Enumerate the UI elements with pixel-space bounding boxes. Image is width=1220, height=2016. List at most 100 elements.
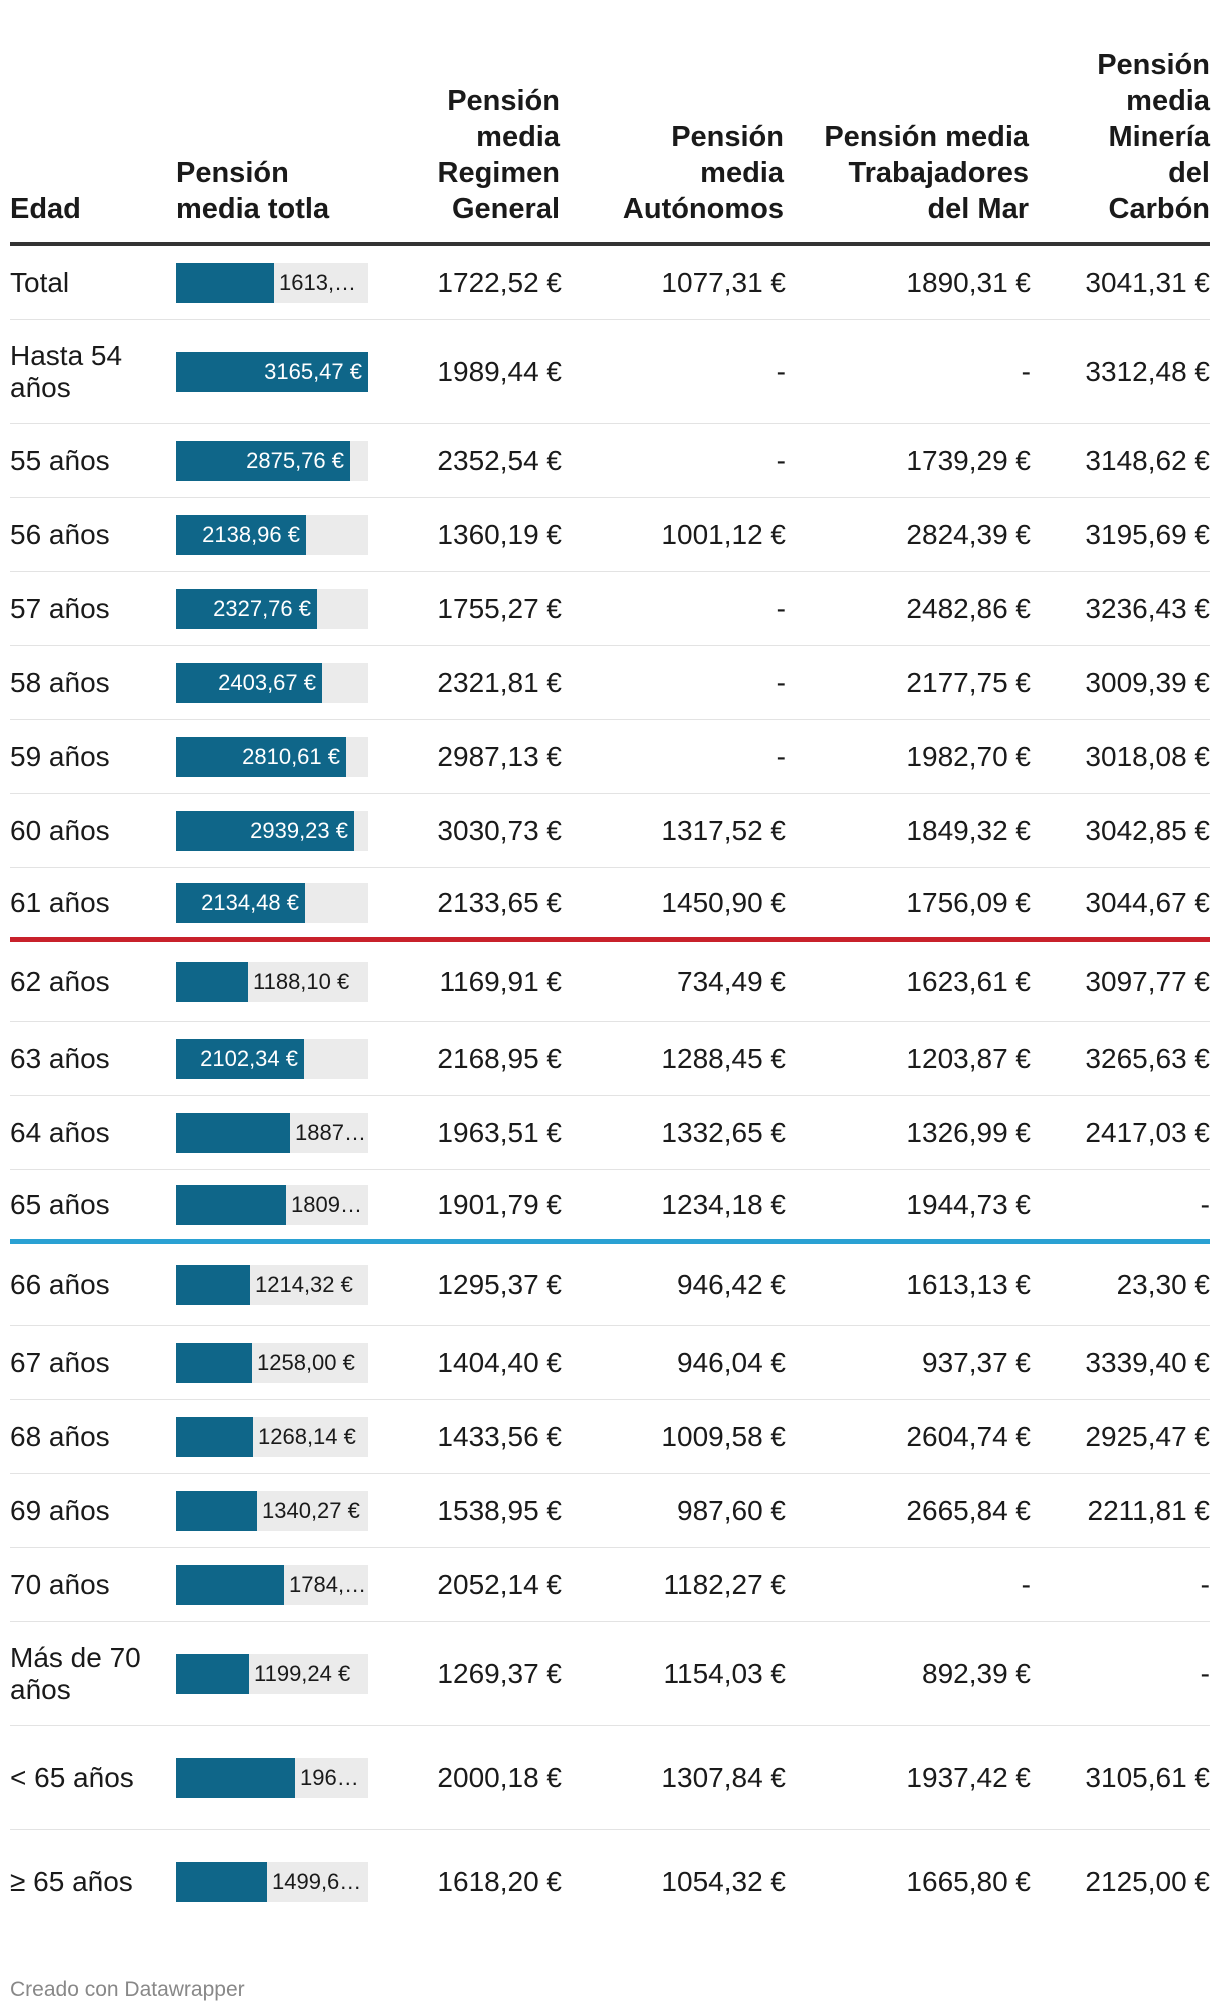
mineria-cell: 2417,03 €	[1085, 1116, 1210, 1148]
total-bar-label: 1809,5…	[291, 1191, 367, 1217]
age-cell: 55 años	[10, 444, 110, 476]
total-bar	[176, 514, 306, 555]
header-autonomos[interactable]: Pensión media Autónomos	[622, 121, 784, 225]
mineria-cell: 3042,85 €	[1085, 814, 1210, 846]
mineria-cell: 3041,31 €	[1085, 266, 1210, 298]
total-bar-track: 1199,24 €	[176, 1653, 368, 1694]
mar-cell: 1849,32 €	[906, 814, 1031, 846]
table-row: 69 años 1340,27 € 1538,95 € 987,60 € 2665,84…	[10, 1474, 1210, 1548]
age-cell: 60 años	[10, 814, 110, 846]
general-cell: 2321,81 €	[437, 666, 562, 698]
age-cell: 65 años	[10, 1188, 110, 1220]
table-row: 57 años 2327,76 € 1755,27 € - 2482,86 € 3236,…	[10, 572, 1210, 646]
general-cell: 2000,18 €	[437, 1761, 562, 1793]
age-cell: 56 años	[10, 518, 110, 550]
mar-cell: 2482,86 €	[906, 592, 1031, 624]
age-cell: Hasta 54 años	[10, 339, 123, 403]
autonomos-cell: 734,49 €	[677, 965, 786, 997]
autonomos-cell: 1077,31 €	[661, 266, 786, 298]
general-cell: 1538,95 €	[437, 1494, 562, 1526]
table-row: 66 años 1214,32 € 1295,37 € 946,42 € 1613,13…	[10, 1244, 1210, 1326]
autonomos-cell: 1450,90 €	[661, 886, 786, 918]
general-cell: 3030,73 €	[437, 814, 562, 846]
total-bar	[176, 1653, 249, 1694]
total-bar-label: 2403,67 €	[218, 669, 316, 695]
general-cell: 1295,37 €	[437, 1268, 562, 1300]
total-bar-track: 1258,00 €	[176, 1342, 368, 1383]
total-bar-track: 1340,27 €	[176, 1490, 368, 1531]
total-bar-label: 2134,48 €	[201, 889, 299, 915]
total-bar	[176, 351, 368, 392]
mar-cell: 2177,75 €	[906, 666, 1031, 698]
general-cell: 1169,91 €	[439, 965, 563, 997]
mar-cell: 1982,70 €	[906, 740, 1031, 772]
autonomos-cell: 1307,84 €	[661, 1761, 786, 1793]
table-row: < 65 años 1962,43 € 2000,18 € 1307,84 € 1937…	[10, 1726, 1210, 1830]
mar-cell: 1739,29 €	[906, 444, 1031, 476]
table-row: Más de 70 años 1199,24 € 1269,37 € 1154,03 …	[10, 1622, 1210, 1726]
general-cell: 2133,65 €	[437, 886, 562, 918]
header-general[interactable]: Pensión media Regimen General	[437, 85, 560, 225]
table-row: 63 años 2102,34 € 2168,95 € 1288,45 € 1203,8…	[10, 1022, 1210, 1096]
footer-credit[interactable]: Creado con Datawrapper	[10, 1978, 245, 2001]
total-bar-label: 1613,…	[279, 269, 357, 295]
autonomos-cell: 1317,52 €	[661, 814, 786, 846]
total-bar-label: 2327,76 €	[213, 595, 311, 621]
total-bar-label: 2875,76 €	[246, 447, 344, 473]
table-row: 55 años 2875,76 € 2352,54 € - 1739,29 € 3148,…	[10, 424, 1210, 498]
header-mar[interactable]: Pensión media Trabajadores del Mar	[824, 121, 1029, 225]
autonomos-cell: -	[776, 355, 786, 387]
total-bar-label: 2810,61 €	[242, 743, 340, 769]
total-bar-track: 1887,33…	[176, 1112, 368, 1153]
age-cell: Más de 70 años	[10, 1641, 141, 1705]
total-bar	[176, 1112, 290, 1153]
total-bar	[176, 1862, 267, 1902]
mineria-cell: 3018,08 €	[1085, 740, 1210, 772]
total-bar	[176, 1184, 286, 1225]
autonomos-cell: 1154,03 €	[663, 1657, 787, 1689]
mar-cell: 1613,13 €	[906, 1268, 1031, 1300]
mineria-cell: 3009,39 €	[1085, 666, 1210, 698]
general-cell: 2052,14 €	[437, 1568, 562, 1600]
table-row: 70 años 1784,4… 2052,14 € 1182,27 € - -	[10, 1548, 1210, 1622]
total-bar-label: 1962,43 €	[300, 1764, 367, 1790]
autonomos-cell: 1001,12 €	[661, 518, 786, 550]
total-bar-track: 2875,76 €	[176, 440, 368, 481]
age-cell: 69 años	[10, 1494, 110, 1526]
total-bar-track: 1809,5…	[176, 1184, 368, 1225]
mar-cell: 1623,61 €	[906, 965, 1031, 997]
age-cell: 64 años	[10, 1116, 110, 1148]
total-bar	[176, 440, 350, 481]
mar-cell: 1890,31 €	[906, 266, 1031, 298]
total-bar-track: 2810,61 €	[176, 736, 368, 777]
autonomos-cell: 987,60 €	[677, 1494, 786, 1526]
header-divider	[10, 242, 1210, 246]
table-row: 58 años 2403,67 € 2321,81 € - 2177,75 € 3009,…	[10, 646, 1210, 720]
total-bar-label: 2939,23 €	[250, 817, 348, 843]
total-bar	[176, 882, 305, 923]
table-row: 59 años 2810,61 € 2987,13 € - 1982,70 € 3018,…	[10, 720, 1210, 794]
total-bar-track: 2138,96 €	[176, 514, 368, 555]
total-bar-label: 1214,32 €	[255, 1271, 353, 1297]
age-cell: 70 años	[10, 1568, 110, 1600]
total-bar-track: 1613,…	[176, 262, 368, 303]
total-bar	[176, 736, 346, 777]
total-bar	[176, 588, 317, 629]
total-bar-label: 1887,33…	[295, 1119, 367, 1145]
mar-cell: 2604,74 €	[906, 1420, 1031, 1452]
age-cell: 66 años	[10, 1268, 110, 1300]
mineria-cell: 3312,48 €	[1085, 355, 1210, 387]
mar-cell: 1944,73 €	[906, 1188, 1031, 1220]
mineria-cell: 3236,43 €	[1085, 592, 1210, 624]
header-total[interactable]: Pensión media totla	[176, 157, 330, 225]
mineria-cell: 3044,67 €	[1085, 886, 1210, 918]
table-row: ≥ 65 años 1499,6… 1618,20 € 1054,32 € 1665,8…	[10, 1830, 1210, 1934]
total-bar-label: 1268,14 €	[258, 1423, 356, 1449]
total-bar	[176, 1564, 284, 1605]
total-bar	[176, 1342, 252, 1383]
total-bar-label: 1784,4…	[289, 1571, 367, 1597]
header-age[interactable]: Edad	[10, 193, 81, 225]
total-bar-label: 1188,10 €	[253, 968, 350, 994]
age-cell: 57 años	[10, 592, 110, 624]
header-mineria[interactable]: Pensión media Minería del Carbón	[1097, 49, 1210, 225]
